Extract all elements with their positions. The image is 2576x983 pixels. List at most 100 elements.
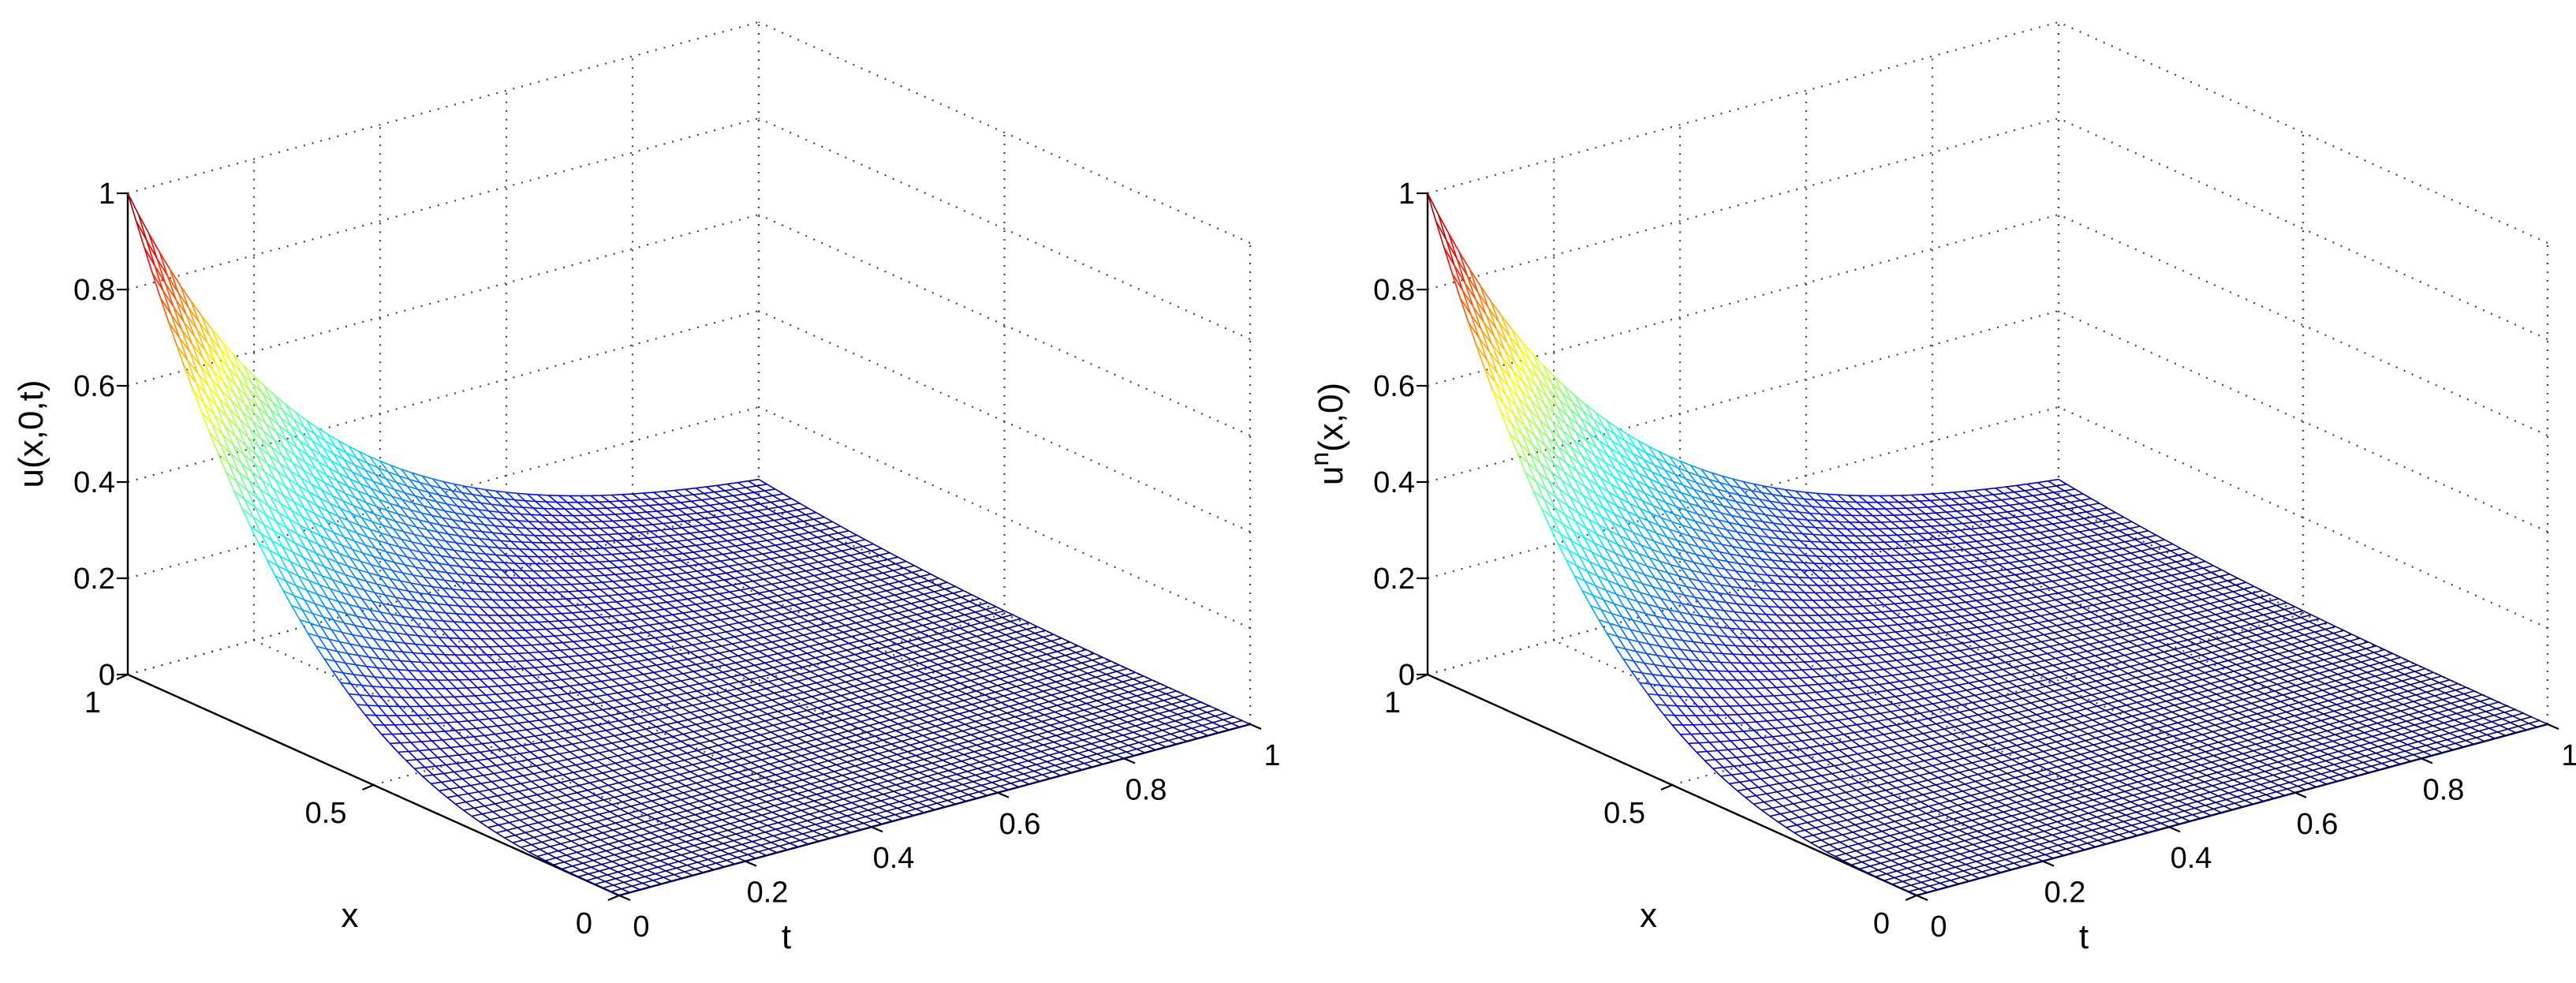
mesh-segment xyxy=(641,525,651,533)
mesh-segment xyxy=(1019,756,1029,762)
mesh-segment xyxy=(511,570,521,579)
mesh-segment xyxy=(639,716,649,723)
mesh-segment xyxy=(551,747,560,755)
mesh-segment xyxy=(663,548,673,556)
mesh-segment xyxy=(410,509,422,514)
mesh-segment xyxy=(321,489,333,496)
mesh-segment xyxy=(517,585,527,593)
mesh-segment xyxy=(771,581,783,585)
mesh-segment xyxy=(1038,757,1047,763)
mesh-segment xyxy=(429,521,440,525)
mesh-segment xyxy=(610,891,620,896)
mesh-segment xyxy=(549,718,559,726)
mesh-segment xyxy=(799,673,809,679)
mesh-segment xyxy=(819,586,829,592)
mesh-segment xyxy=(1054,657,1064,663)
mesh-segment xyxy=(1070,641,1079,647)
mesh-segment xyxy=(766,745,775,751)
mesh-segment xyxy=(828,559,838,566)
mesh-segment xyxy=(561,746,570,753)
mesh-segment xyxy=(183,321,196,337)
mesh-segment xyxy=(1147,746,1156,751)
mesh-segment xyxy=(510,746,521,755)
mesh-segment xyxy=(213,414,223,435)
mesh-segment xyxy=(528,521,538,529)
mesh-segment xyxy=(658,835,667,842)
mesh-segment xyxy=(352,471,364,478)
mesh-segment xyxy=(229,409,239,428)
mesh-segment xyxy=(395,596,406,600)
mesh-segment xyxy=(939,796,948,802)
mesh-segment xyxy=(1101,740,1111,746)
mesh-segment xyxy=(663,608,674,615)
mesh-segment xyxy=(604,825,614,831)
mesh-segment xyxy=(480,502,490,512)
mesh-segment xyxy=(451,629,461,639)
mesh-segment xyxy=(437,531,449,535)
mesh-segment xyxy=(253,462,265,473)
mesh-segment xyxy=(852,548,861,554)
mesh-segment xyxy=(929,768,939,775)
mesh-segment xyxy=(1067,701,1077,708)
mesh-segment xyxy=(765,571,775,578)
mesh-segment xyxy=(377,620,387,632)
mesh-segment xyxy=(308,580,318,595)
mesh-segment xyxy=(961,706,970,712)
mesh-segment xyxy=(630,746,640,752)
mesh-segment xyxy=(1046,761,1055,766)
mesh-segment xyxy=(900,716,909,722)
mesh-segment xyxy=(499,511,510,514)
mesh-segment xyxy=(920,631,929,637)
mesh-segment xyxy=(427,492,437,503)
mesh-segment xyxy=(915,700,924,706)
mesh-segment xyxy=(619,559,631,562)
mesh-segment xyxy=(663,642,672,649)
mesh-segment xyxy=(520,645,529,654)
mesh-segment xyxy=(879,554,888,560)
mesh-segment xyxy=(484,553,495,563)
mesh-segment xyxy=(864,738,873,744)
mesh-segment xyxy=(562,577,572,585)
mesh-segment xyxy=(682,673,692,680)
mesh-segment xyxy=(476,727,485,736)
mesh-segment xyxy=(1041,720,1051,726)
mesh-segment xyxy=(458,754,468,763)
mesh-segment xyxy=(640,499,650,506)
mesh-segment xyxy=(197,372,209,387)
mesh-segment xyxy=(682,551,694,555)
mesh-segment xyxy=(870,802,879,809)
mesh-segment xyxy=(577,626,587,634)
mesh-segment xyxy=(297,447,308,456)
mesh-segment xyxy=(316,593,327,608)
mesh-segment xyxy=(827,589,839,592)
mesh-segment xyxy=(390,613,402,617)
mesh-segment xyxy=(579,495,589,503)
mesh-segment xyxy=(301,515,313,523)
mesh-segment xyxy=(511,814,521,821)
mesh-segment xyxy=(486,517,498,520)
mesh-segment xyxy=(779,588,789,595)
mesh-segment xyxy=(443,620,454,622)
mesh-segment xyxy=(503,498,513,507)
mesh-segment xyxy=(485,488,496,492)
mesh-segment xyxy=(716,541,726,548)
mesh-segment xyxy=(835,539,845,545)
mesh-segment xyxy=(1031,776,1040,783)
mesh-segment xyxy=(349,478,359,492)
mesh-segment xyxy=(788,764,797,770)
mesh-segment xyxy=(375,473,385,486)
mesh-segment xyxy=(754,546,765,550)
mesh-segment xyxy=(653,671,663,678)
mesh-segment xyxy=(756,716,766,722)
mesh-segment xyxy=(200,315,213,330)
mesh-segment xyxy=(633,577,645,581)
mesh-segment xyxy=(769,648,778,655)
mesh-segment xyxy=(1052,663,1062,670)
mesh-segment xyxy=(864,626,873,633)
mesh-segment xyxy=(715,751,725,757)
mesh-segment xyxy=(747,510,758,514)
mesh-segment xyxy=(329,503,339,517)
mesh-segment xyxy=(599,870,608,876)
mesh-segment xyxy=(621,649,630,656)
mesh-segment xyxy=(710,852,719,858)
